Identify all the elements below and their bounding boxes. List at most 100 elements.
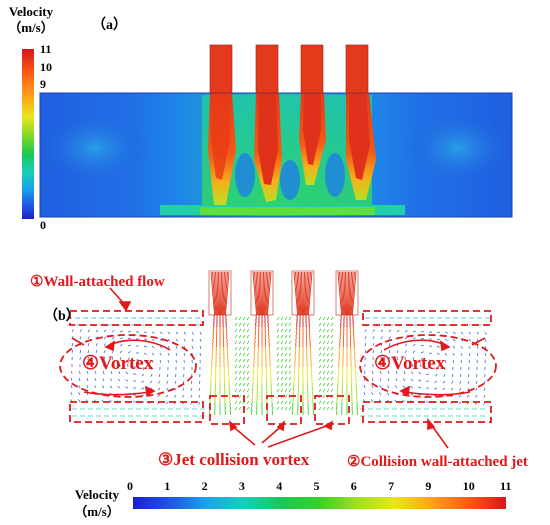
velocity-vector (215, 271, 218, 316)
velocity-vector (242, 352, 246, 357)
velocity-vector (234, 316, 238, 321)
velocity-vector (167, 352, 170, 356)
velocity-vector (318, 322, 322, 327)
annotation-boxes (59, 310, 497, 425)
velocity-vector (418, 371, 422, 375)
velocity-vector (127, 344, 131, 347)
velocity-vector (238, 346, 242, 351)
velocity-vector (388, 350, 391, 354)
velocity-vector (330, 328, 334, 333)
velocity-vector (246, 394, 250, 399)
velocity-vector (467, 380, 470, 384)
velocity-vector (111, 357, 114, 361)
velocity-vector (238, 400, 242, 405)
velocity-vector (444, 331, 448, 334)
velocity-vector (363, 378, 366, 382)
velocity-vector (284, 340, 288, 345)
velocity-vector (143, 345, 147, 348)
velocity-vector (284, 376, 288, 381)
velocity-vector (242, 316, 246, 321)
velocity-vector (305, 271, 308, 316)
velocity-vector (280, 340, 284, 345)
velocity-vector (149, 380, 153, 384)
velocity-vector (402, 385, 406, 389)
velocity-vector (403, 378, 406, 382)
velocity-vector (460, 352, 463, 356)
velocity-vector (78, 399, 81, 403)
velocity-vector (238, 382, 242, 387)
velocity-vector (218, 271, 220, 316)
velocity-vector (326, 328, 330, 333)
velocity-vector (183, 338, 186, 342)
velocity-vector (280, 388, 284, 393)
velocity-vector (442, 387, 446, 391)
velocity-vector (380, 329, 384, 333)
velocity-vector (372, 329, 375, 333)
velocity-vector (364, 349, 366, 354)
channel-domain-a (39, 92, 513, 218)
velocity-vector (276, 382, 280, 387)
velocity-vector (229, 398, 231, 404)
colorbar-b-tick: 10 (462, 479, 475, 493)
velocity-vector (71, 349, 73, 354)
velocity-vector (318, 346, 322, 351)
velocity-vector (190, 380, 193, 384)
velocity-vector (70, 377, 73, 382)
velocity-vector (198, 380, 201, 385)
velocity-vector (198, 401, 201, 405)
label-vortex-left: ④Vortex (82, 353, 154, 374)
colorbar-b-tick: 6 (350, 479, 357, 493)
velocity-vector (246, 340, 250, 345)
velocity-vector (288, 364, 292, 369)
velocity-vector (94, 378, 97, 382)
velocity-vector (475, 394, 478, 398)
colorbar-b-tick: 4 (276, 479, 283, 493)
velocity-vector (284, 334, 288, 339)
velocity-vector (254, 271, 258, 316)
velocity-vector (143, 359, 147, 363)
colorbar-b-tick: 5 (313, 479, 320, 493)
velocity-vector (271, 398, 273, 404)
velocity-vector (371, 385, 374, 389)
velocity-vector (395, 371, 398, 375)
velocity-vector (301, 271, 303, 316)
velocity-vector (209, 398, 211, 404)
velocity-vector (242, 340, 246, 345)
velocity-vector (458, 394, 462, 398)
velocity-vector (166, 387, 169, 391)
velocity-vector (396, 356, 398, 361)
velocity-vector (418, 379, 422, 382)
velocity-vector (276, 340, 280, 345)
velocity-vector (238, 316, 242, 321)
annotation-arrows (71, 287, 486, 449)
velocity-vector (428, 359, 432, 362)
velocity-vector (379, 378, 382, 382)
velocity-vector (452, 345, 456, 349)
velocity-vector (288, 382, 292, 387)
velocity-vector (242, 328, 246, 333)
velocity-vector (468, 338, 471, 342)
velocity-vector (388, 336, 392, 340)
velocity-vector (238, 334, 242, 339)
velocity-vector (312, 410, 315, 416)
velocity-vector (388, 370, 390, 375)
velocity-vector (87, 336, 90, 340)
velocity-vector (394, 385, 398, 389)
velocity-vector (252, 271, 258, 316)
velocity-vector (71, 329, 74, 333)
velocity-vector (420, 337, 424, 340)
velocity-vector (476, 352, 479, 356)
velocity-vector (452, 359, 455, 364)
velocity-vector (442, 380, 446, 384)
velocity-vector (257, 271, 260, 316)
velocity-vector (276, 376, 280, 381)
velocity-vector (484, 345, 487, 349)
velocity-vector (70, 392, 73, 396)
velocity-vector (234, 358, 238, 363)
nozzle-b (208, 270, 232, 316)
velocity-vector (125, 386, 129, 389)
velocity-vector (87, 343, 90, 347)
velocity-vector (284, 316, 288, 321)
velocity-vector (342, 271, 345, 316)
velocity-vector (483, 387, 486, 391)
